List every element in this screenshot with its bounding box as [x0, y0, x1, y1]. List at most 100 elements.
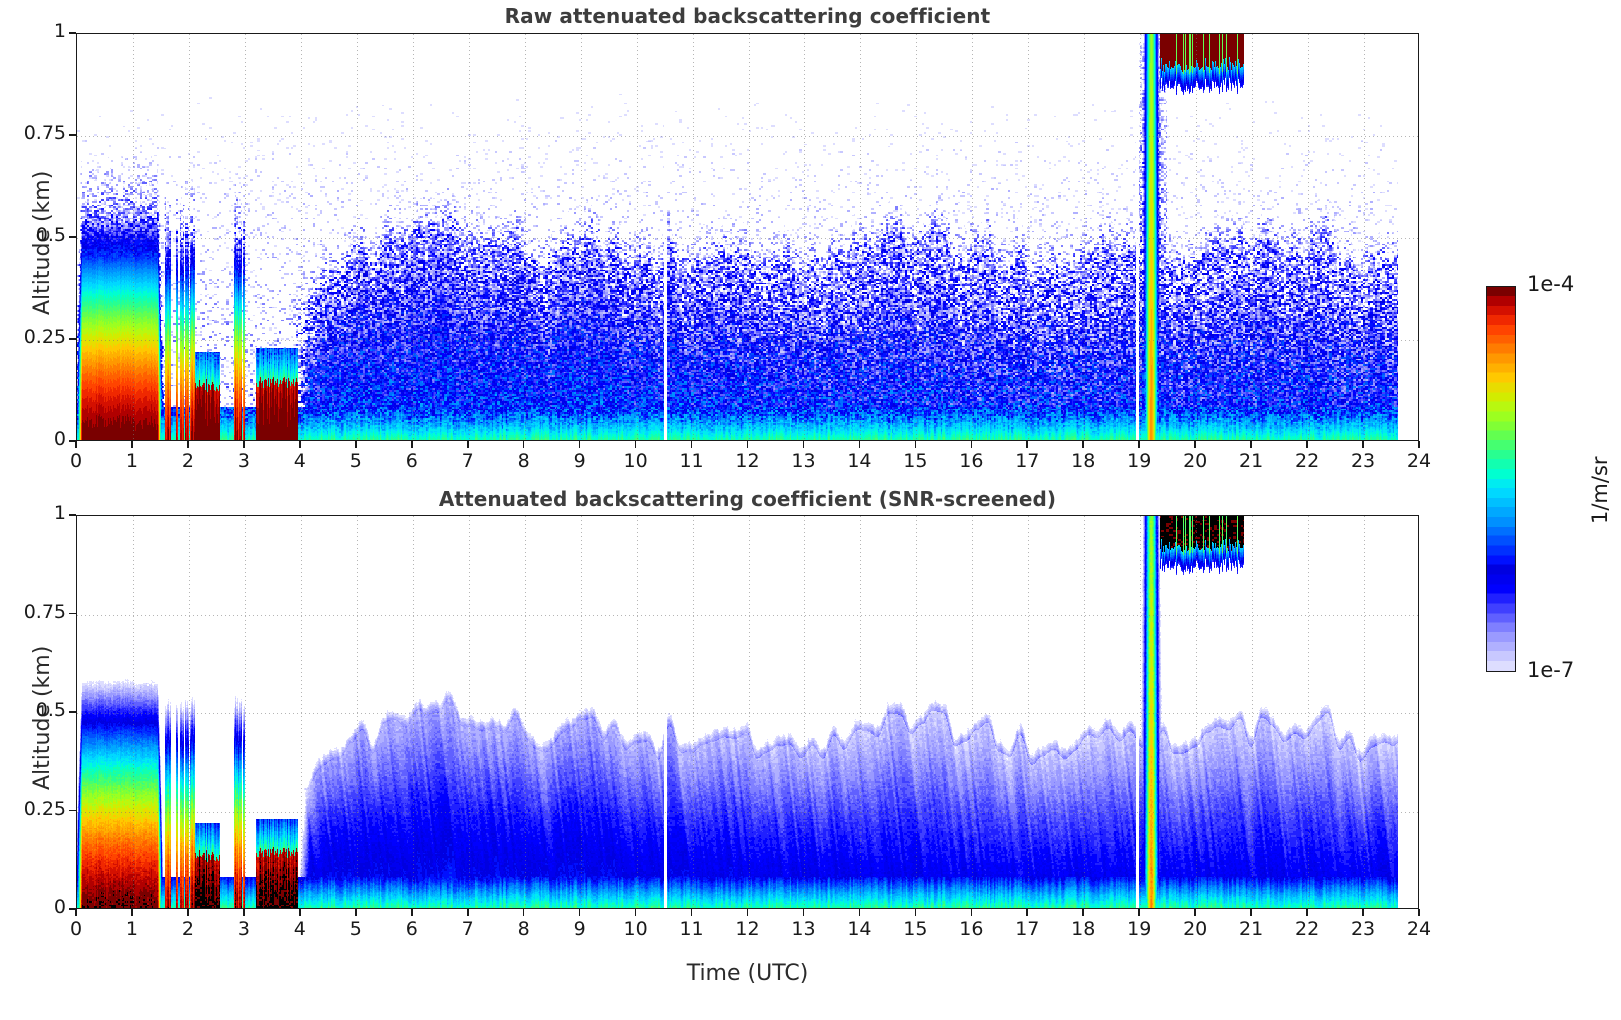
x-tick-label: 2: [181, 918, 194, 940]
x-tick-mark: [1250, 441, 1252, 448]
x-tick-mark: [75, 909, 77, 916]
y-tick-label: 0.25: [23, 797, 66, 820]
x-tick-mark: [690, 441, 693, 448]
y-tick-mark: [69, 338, 76, 340]
x-tick-mark: [1026, 909, 1029, 916]
x-tick-label: 19: [1127, 918, 1152, 940]
x-tick-mark: [1418, 909, 1420, 916]
x-tick-label: 5: [349, 450, 362, 472]
y-tick-label: 0.25: [23, 326, 66, 348]
x-tick-mark: [410, 441, 413, 448]
x-tick-mark: [243, 441, 245, 448]
panel-1-title: Raw attenuated backscattering coefficien…: [504, 4, 991, 28]
x-tick-mark: [746, 909, 749, 916]
x-tick-mark: [802, 441, 805, 448]
x-tick-mark: [1306, 909, 1308, 916]
x-tick-mark: [858, 441, 861, 448]
x-tick-mark: [858, 909, 861, 916]
y-tick-label: 0.75: [23, 122, 66, 144]
x-tick-mark: [522, 441, 525, 448]
x-tick-mark: [914, 909, 917, 916]
y-tick-label: 1: [53, 502, 66, 524]
y-tick-mark: [69, 809, 76, 812]
x-tick-mark: [1138, 909, 1140, 916]
x-tick-mark: [1082, 909, 1085, 916]
x-tick-label: 19: [1127, 450, 1152, 472]
x-tick-label: 4: [293, 918, 306, 940]
x-tick-mark: [1194, 909, 1196, 916]
x-tick-mark: [1306, 441, 1308, 448]
x-tick-label: 12: [735, 918, 760, 940]
x-tick-mark: [187, 441, 189, 448]
y-tick-label: 0.75: [23, 600, 66, 623]
x-tick-label: 2: [181, 450, 194, 472]
x-tick-label: 24: [1406, 450, 1432, 472]
x-tick-label: 18: [1071, 450, 1096, 472]
x-tick-label: 18: [1071, 918, 1096, 940]
panel-2-plot-area: [76, 515, 1419, 909]
x-tick-mark: [1362, 441, 1364, 448]
x-tick-label: 17: [1015, 450, 1040, 472]
x-tick-label: 10: [623, 450, 648, 472]
x-tick-mark: [1138, 441, 1140, 448]
x-tick-mark: [187, 909, 189, 916]
x-tick-mark: [1194, 441, 1196, 448]
x-tick-mark: [746, 441, 749, 448]
x-tick-mark: [634, 441, 637, 448]
x-tick-label: 11: [679, 450, 704, 472]
x-tick-label: 3: [237, 450, 250, 472]
x-tick-label: 21: [1239, 450, 1264, 472]
x-tick-mark: [578, 909, 581, 916]
x-tick-label: 23: [1350, 918, 1376, 940]
x-tick-label: 6: [405, 918, 418, 940]
x-tick-label: 16: [959, 918, 984, 940]
colorbar-unit-label: 1/m/sr: [1588, 456, 1612, 524]
x-tick-label: 12: [735, 450, 760, 472]
x-tick-label: 7: [461, 450, 474, 472]
x-tick-label: 4: [293, 450, 306, 472]
x-tick-label: 20: [1183, 918, 1208, 940]
x-tick-label: 20: [1183, 450, 1208, 472]
x-tick-label: 10: [623, 918, 648, 940]
y-tick-mark: [69, 908, 76, 910]
y-tick-label: 0: [53, 896, 66, 918]
x-tick-mark: [690, 909, 693, 916]
x-tick-mark: [578, 441, 581, 448]
panel-2-title: Attenuated backscattering coefficient (S…: [438, 487, 1057, 511]
x-tick-label: 15: [903, 918, 928, 940]
x-tick-mark: [466, 441, 469, 448]
x-tick-mark: [1362, 909, 1364, 916]
y-tick-label: 0.5: [35, 699, 66, 721]
x-tick-mark: [299, 441, 301, 448]
x-tick-mark: [1418, 441, 1420, 448]
colorbar: [1486, 286, 1516, 672]
x-tick-mark: [299, 909, 301, 916]
x-tick-label: 3: [237, 918, 250, 940]
y-tick-label: 0.5: [35, 224, 66, 246]
x-tick-label: 15: [903, 450, 928, 472]
x-tick-label: 0: [69, 918, 83, 940]
x-tick-label: 14: [847, 450, 872, 472]
x-tick-mark: [914, 441, 917, 448]
x-tick-mark: [466, 909, 469, 916]
x-tick-mark: [1250, 909, 1252, 916]
x-tick-label: 13: [791, 450, 816, 472]
x-tick-label: 8: [517, 918, 530, 940]
x-axis-label: Time (UTC): [686, 961, 809, 986]
x-tick-mark: [970, 441, 973, 448]
x-tick-mark: [802, 909, 805, 916]
panel-1-plot-area: [76, 33, 1419, 441]
x-tick-mark: [75, 441, 77, 448]
colorbar-min-label: 1e-7: [1527, 658, 1575, 682]
x-tick-label: 8: [517, 450, 530, 472]
x-tick-label: 0: [69, 450, 83, 472]
x-tick-mark: [970, 909, 973, 916]
y-tick-label: 0: [53, 428, 66, 450]
panel-1-heatmap-canvas: [77, 34, 1418, 440]
x-tick-mark: [354, 441, 357, 448]
y-tick-mark: [69, 612, 76, 615]
x-tick-label: 21: [1239, 918, 1264, 940]
x-tick-mark: [354, 909, 357, 916]
x-tick-label: 16: [959, 450, 984, 472]
